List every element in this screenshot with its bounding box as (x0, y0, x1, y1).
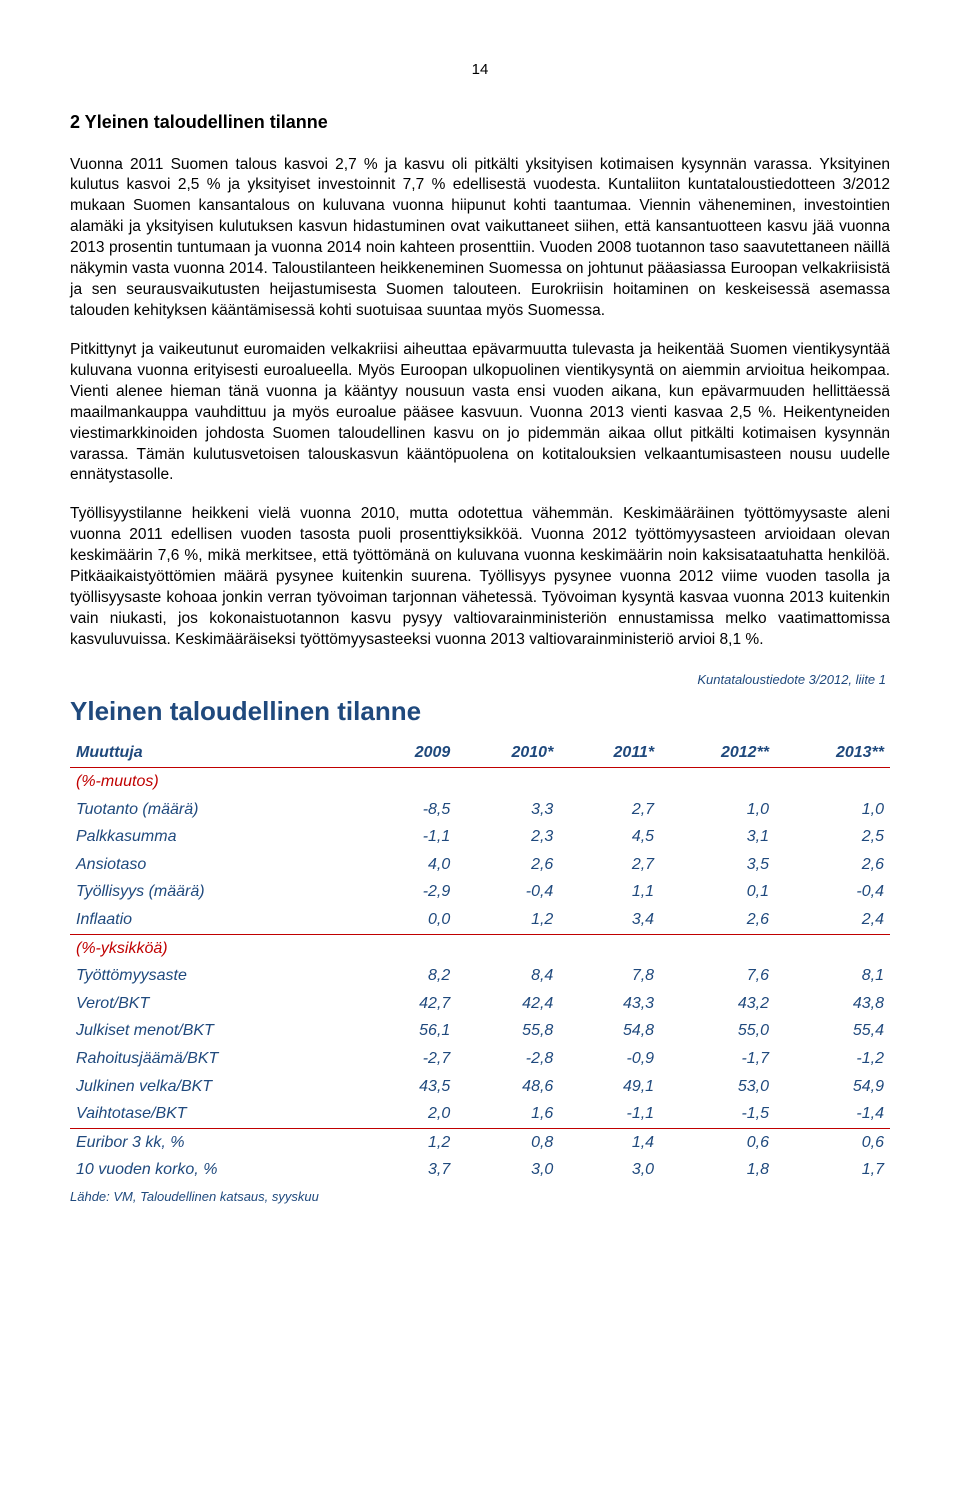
cell-value: 2,3 (456, 823, 559, 851)
cell-value: 48,6 (456, 1073, 559, 1101)
cell-value: 8,2 (365, 962, 456, 990)
cell-value: 54,9 (775, 1073, 890, 1101)
cell-value: 42,4 (456, 990, 559, 1018)
cell-value: -8,5 (365, 796, 456, 824)
col-header-year: 2012** (660, 739, 775, 767)
cell-value: -2,7 (365, 1045, 456, 1073)
paragraph-1: Vuonna 2011 Suomen talous kasvoi 2,7 % j… (70, 155, 890, 322)
cell-value: -2,8 (456, 1045, 559, 1073)
row-label: Tuotanto (määrä) (70, 796, 365, 824)
cell-value: 55,0 (660, 1017, 775, 1045)
cell-value: -1,1 (365, 823, 456, 851)
cell-value: 7,8 (559, 962, 660, 990)
cell-value: 7,6 (660, 962, 775, 990)
row-label: 10 vuoden korko, % (70, 1156, 365, 1184)
cell-value: 1,6 (456, 1100, 559, 1128)
cell-value: -0,9 (559, 1045, 660, 1073)
cell-value: -1,2 (775, 1045, 890, 1073)
cell-value: 3,4 (559, 906, 660, 934)
row-label: Ansiotaso (70, 851, 365, 879)
paragraph-2: Pitkittynyt ja vaikeutunut euromaiden ve… (70, 340, 890, 486)
cell-value: 4,5 (559, 823, 660, 851)
page-number: 14 (70, 60, 890, 80)
row-label: Julkinen velka/BKT (70, 1073, 365, 1101)
cell-value: 1,4 (559, 1128, 660, 1156)
cell-value: 8,4 (456, 962, 559, 990)
cell-value: -1,5 (660, 1100, 775, 1128)
cell-value: 3,0 (559, 1156, 660, 1184)
subhead: (%-muutos) (70, 768, 890, 796)
cell-value: 0,6 (775, 1128, 890, 1156)
cell-value: 43,3 (559, 990, 660, 1018)
cell-value: 43,5 (365, 1073, 456, 1101)
cell-value: 1,7 (775, 1156, 890, 1184)
row-label: Verot/BKT (70, 990, 365, 1018)
cell-value: -0,4 (456, 878, 559, 906)
cell-value: 2,0 (365, 1100, 456, 1128)
cell-value: 4,0 (365, 851, 456, 879)
cell-value: 56,1 (365, 1017, 456, 1045)
cell-value: -0,4 (775, 878, 890, 906)
cell-value: 3,1 (660, 823, 775, 851)
economic-table: Muuttuja 2009 2010* 2011* 2012** 2013** … (70, 739, 890, 1184)
cell-value: 3,5 (660, 851, 775, 879)
cell-value: 49,1 (559, 1073, 660, 1101)
section-title: 2 Yleinen taloudellinen tilanne (70, 110, 890, 134)
row-label: Euribor 3 kk, % (70, 1128, 365, 1156)
cell-value: 54,8 (559, 1017, 660, 1045)
cell-value: 0,1 (660, 878, 775, 906)
table-title: Yleinen taloudellinen tilanne (70, 694, 890, 729)
col-header-year: 2009 (365, 739, 456, 767)
cell-value: -1,1 (559, 1100, 660, 1128)
col-header-label: Muuttuja (70, 739, 365, 767)
cell-value: 3,7 (365, 1156, 456, 1184)
cell-value: 2,4 (775, 906, 890, 934)
cell-value: 2,7 (559, 851, 660, 879)
cell-value: 43,8 (775, 990, 890, 1018)
cell-value: 1,2 (456, 906, 559, 934)
cell-value: 2,6 (660, 906, 775, 934)
paragraph-3: Työllisyystilanne heikkeni vielä vuonna … (70, 504, 890, 650)
subhead: (%-yksikköä) (70, 934, 890, 962)
cell-value: -1,4 (775, 1100, 890, 1128)
cell-value: 1,2 (365, 1128, 456, 1156)
cell-value: 8,1 (775, 962, 890, 990)
row-label: Työttömyysaste (70, 962, 365, 990)
row-label: Palkkasumma (70, 823, 365, 851)
cell-value: 2,6 (775, 851, 890, 879)
col-header-year: 2010* (456, 739, 559, 767)
table-source-ref: Kuntataloustiedote 3/2012, liite 1 (70, 671, 890, 689)
cell-value: 0,8 (456, 1128, 559, 1156)
cell-value: -1,7 (660, 1045, 775, 1073)
row-label: Rahoitusjäämä/BKT (70, 1045, 365, 1073)
cell-value: 3,3 (456, 796, 559, 824)
cell-value: 53,0 (660, 1073, 775, 1101)
col-header-year: 2011* (559, 739, 660, 767)
cell-value: 2,7 (559, 796, 660, 824)
row-label: Inflaatio (70, 906, 365, 934)
cell-value: 55,4 (775, 1017, 890, 1045)
cell-value: 1,0 (775, 796, 890, 824)
cell-value: 1,8 (660, 1156, 775, 1184)
row-label: Vaihtotase/BKT (70, 1100, 365, 1128)
cell-value: 43,2 (660, 990, 775, 1018)
row-label: Työllisyys (määrä) (70, 878, 365, 906)
cell-value: 2,6 (456, 851, 559, 879)
cell-value: 3,0 (456, 1156, 559, 1184)
cell-value: 42,7 (365, 990, 456, 1018)
col-header-year: 2013** (775, 739, 890, 767)
row-label: Julkiset menot/BKT (70, 1017, 365, 1045)
cell-value: 0,0 (365, 906, 456, 934)
cell-value: 0,6 (660, 1128, 775, 1156)
table-footnote: Lähde: VM, Taloudellinen katsaus, syysku… (70, 1188, 890, 1206)
cell-value: 1,0 (660, 796, 775, 824)
cell-value: 55,8 (456, 1017, 559, 1045)
economic-table-container: Kuntataloustiedote 3/2012, liite 1 Ylein… (70, 671, 890, 1206)
cell-value: 1,1 (559, 878, 660, 906)
cell-value: 2,5 (775, 823, 890, 851)
cell-value: -2,9 (365, 878, 456, 906)
